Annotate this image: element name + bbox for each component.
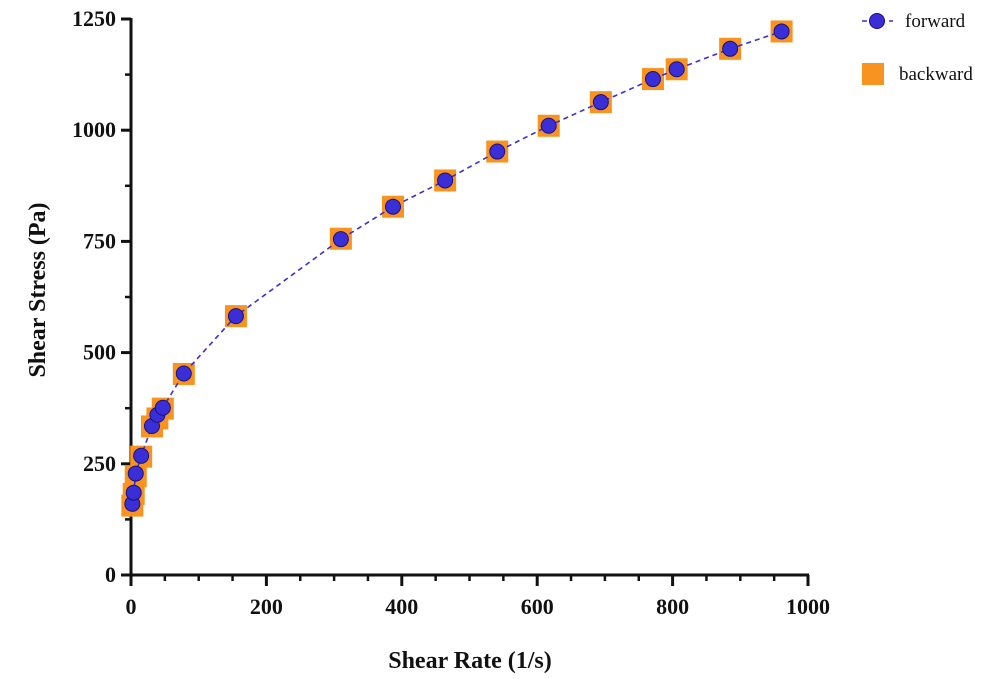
y-tick-label: 250 — [83, 451, 116, 476]
forward-point — [127, 465, 144, 482]
forward-point — [540, 117, 557, 134]
forward-point — [227, 308, 244, 325]
forward-point — [644, 71, 661, 88]
x-tick-label: 0 — [126, 594, 137, 619]
axes: 0 250 500 750 1000 1250 0 200 400 600 800 1000 — [72, 6, 830, 619]
series-forward — [124, 23, 790, 512]
x-axis-title: Shear Rate (1/s) — [388, 648, 552, 674]
forward-point — [175, 365, 192, 382]
x-tick-label: 400 — [385, 594, 418, 619]
forward-point — [332, 231, 349, 248]
y-tick-label: 0 — [105, 562, 116, 587]
series-backward — [121, 20, 793, 517]
legend-backward-marker — [862, 63, 884, 85]
legend-backward-label: backward — [899, 64, 973, 85]
legend: forward backward — [862, 11, 973, 85]
forward-point — [668, 61, 685, 78]
forward-point — [592, 94, 609, 111]
y-tick-label: 500 — [83, 340, 116, 365]
x-tick-label: 600 — [521, 594, 554, 619]
forward-point — [125, 484, 142, 501]
forward-point — [154, 399, 171, 416]
y-tick-label: 1000 — [72, 117, 116, 142]
legend-forward-marker — [869, 13, 885, 29]
forward-point — [384, 198, 401, 215]
forward-point — [722, 40, 739, 57]
legend-forward-label: forward — [905, 11, 966, 32]
forward-point — [773, 23, 790, 40]
y-tick-label: 1250 — [72, 6, 116, 31]
x-tick-label: 1000 — [786, 594, 830, 619]
forward-point — [437, 172, 454, 189]
y-axis-title: Shear Stress (Pa) — [25, 202, 51, 377]
forward-line — [131, 30, 782, 504]
y-tick-label: 750 — [83, 228, 116, 253]
x-tick-label: 200 — [250, 594, 283, 619]
forward-point — [133, 447, 150, 464]
forward-point — [489, 143, 506, 160]
x-tick-label: 800 — [656, 594, 689, 619]
